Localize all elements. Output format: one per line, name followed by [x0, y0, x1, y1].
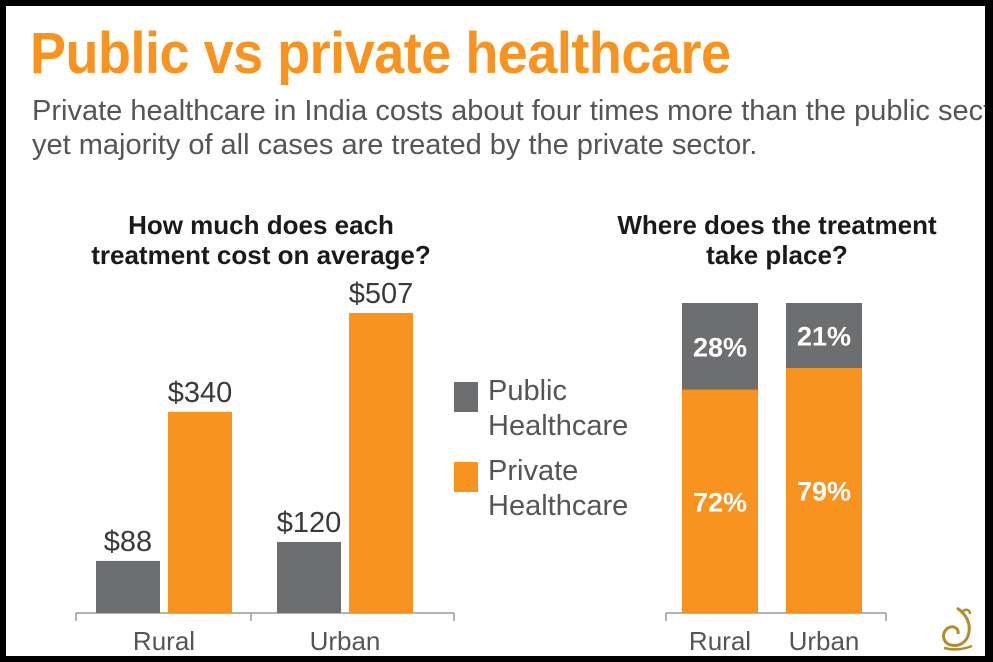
cost-bar-private-rural — [168, 411, 232, 613]
cost-bar-public-rural — [96, 560, 160, 613]
legend-label-line: Healthcare — [488, 410, 629, 442]
share-chart-title: Where does the treatment take place? — [602, 210, 952, 270]
share-bar-private-urban — [786, 368, 862, 613]
cost-data-label: $340 — [168, 377, 233, 409]
cost-chart-title-line: treatment cost on average? — [91, 240, 431, 270]
cost-data-label: $120 — [277, 507, 342, 539]
infographic: Public vs private healthcare Private hea… — [6, 6, 985, 656]
share-bar-private-rural — [682, 389, 758, 613]
cost-chart-title-line: How much does each — [128, 210, 394, 240]
cost-category-label: Urban — [310, 626, 381, 656]
legend-label-public: Public Healthcare — [488, 374, 628, 444]
share-data-label: 21% — [797, 322, 851, 352]
cost-bar-chart: $88 $340 Rural $120 $507 Urban 72% 28% Rural 79% 2… — [75, 278, 887, 656]
share-data-label: 79% — [797, 477, 851, 507]
share-data-label: 28% — [693, 332, 747, 362]
cost-bar-public-urban — [277, 541, 341, 613]
subtitle-line: Private healthcare in India costs about … — [32, 95, 985, 127]
cost-chart-title: How much does each treatment cost on ave… — [46, 210, 476, 270]
cost-bar-private-urban — [349, 313, 413, 613]
share-chart-title-line: take place? — [706, 240, 848, 270]
cost-category-label: Rural — [133, 626, 195, 656]
legend-label-line: Public — [488, 375, 567, 407]
share-data-label: 72% — [693, 487, 747, 517]
legend-label-line: Private — [488, 455, 579, 487]
share-category-label: Rural — [689, 626, 751, 656]
subtitle-line: yet majority of all cases are treated by… — [32, 129, 758, 161]
page-title: Public vs private healthcare — [30, 21, 731, 86]
share-category-label: Urban — [789, 626, 860, 656]
legend-label-private: Private Healthcare — [488, 454, 628, 524]
legend-label-line: Healthcare — [488, 490, 629, 522]
share-chart-title-line: Where does the treatment — [617, 210, 937, 240]
share-bar-public-urban — [786, 303, 862, 369]
legend-swatch-public — [454, 382, 478, 412]
cost-data-label: $88 — [104, 526, 152, 558]
legend-swatch-private — [454, 462, 478, 492]
share-bar-public-rural — [682, 303, 758, 390]
broadcaster-logo-icon — [942, 606, 973, 651]
subtitle: Private healthcare in India costs about … — [32, 94, 985, 162]
cost-data-label: $507 — [349, 278, 414, 310]
